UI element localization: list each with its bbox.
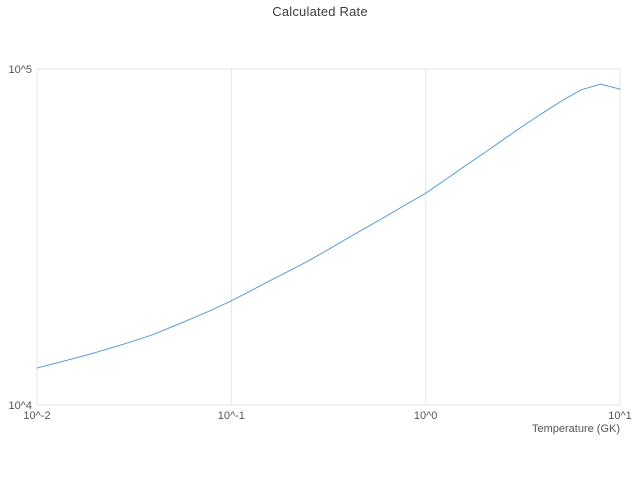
x-tick-label: 10^-2 [23, 410, 50, 422]
rate-curve [36, 83, 621, 369]
x-tick-label: 10^0 [414, 410, 438, 422]
y-tick-label: 10^5 [8, 64, 32, 76]
chart-title: Calculated Rate [272, 4, 368, 19]
x-tick-label: 10^-1 [218, 410, 245, 422]
y-tick-label: 10^4 [8, 400, 32, 412]
x-tick-label: 10^1 [608, 410, 632, 422]
x-axis-label: Temperature (GK) [531, 423, 620, 435]
